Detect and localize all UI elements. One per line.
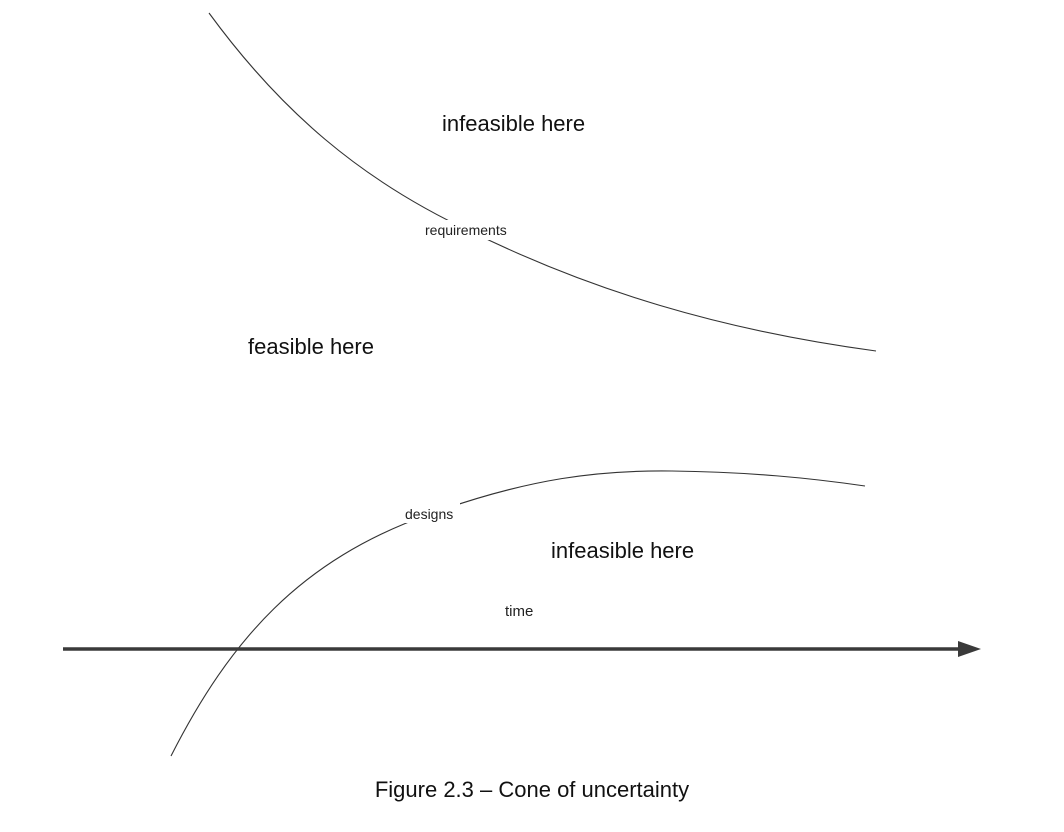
- infeasible-region-bottom-label: infeasible here: [551, 538, 694, 563]
- designs-curve: [170, 470, 866, 757]
- time-axis-arrowhead: [958, 641, 981, 657]
- designs-label-backdrop: [402, 503, 460, 523]
- requirements-curve-label: requirements: [425, 222, 507, 238]
- feasible-region-label: feasible here: [248, 334, 374, 359]
- infeasible-region-top-label: infeasible here: [442, 111, 585, 136]
- figure-caption: Figure 2.3 – Cone of uncertainty: [375, 777, 689, 802]
- time-axis-label: time: [505, 603, 533, 620]
- requirements-curve: [208, 12, 877, 352]
- designs-curve-label: designs: [405, 506, 453, 522]
- requirements-label-backdrop: [422, 220, 522, 240]
